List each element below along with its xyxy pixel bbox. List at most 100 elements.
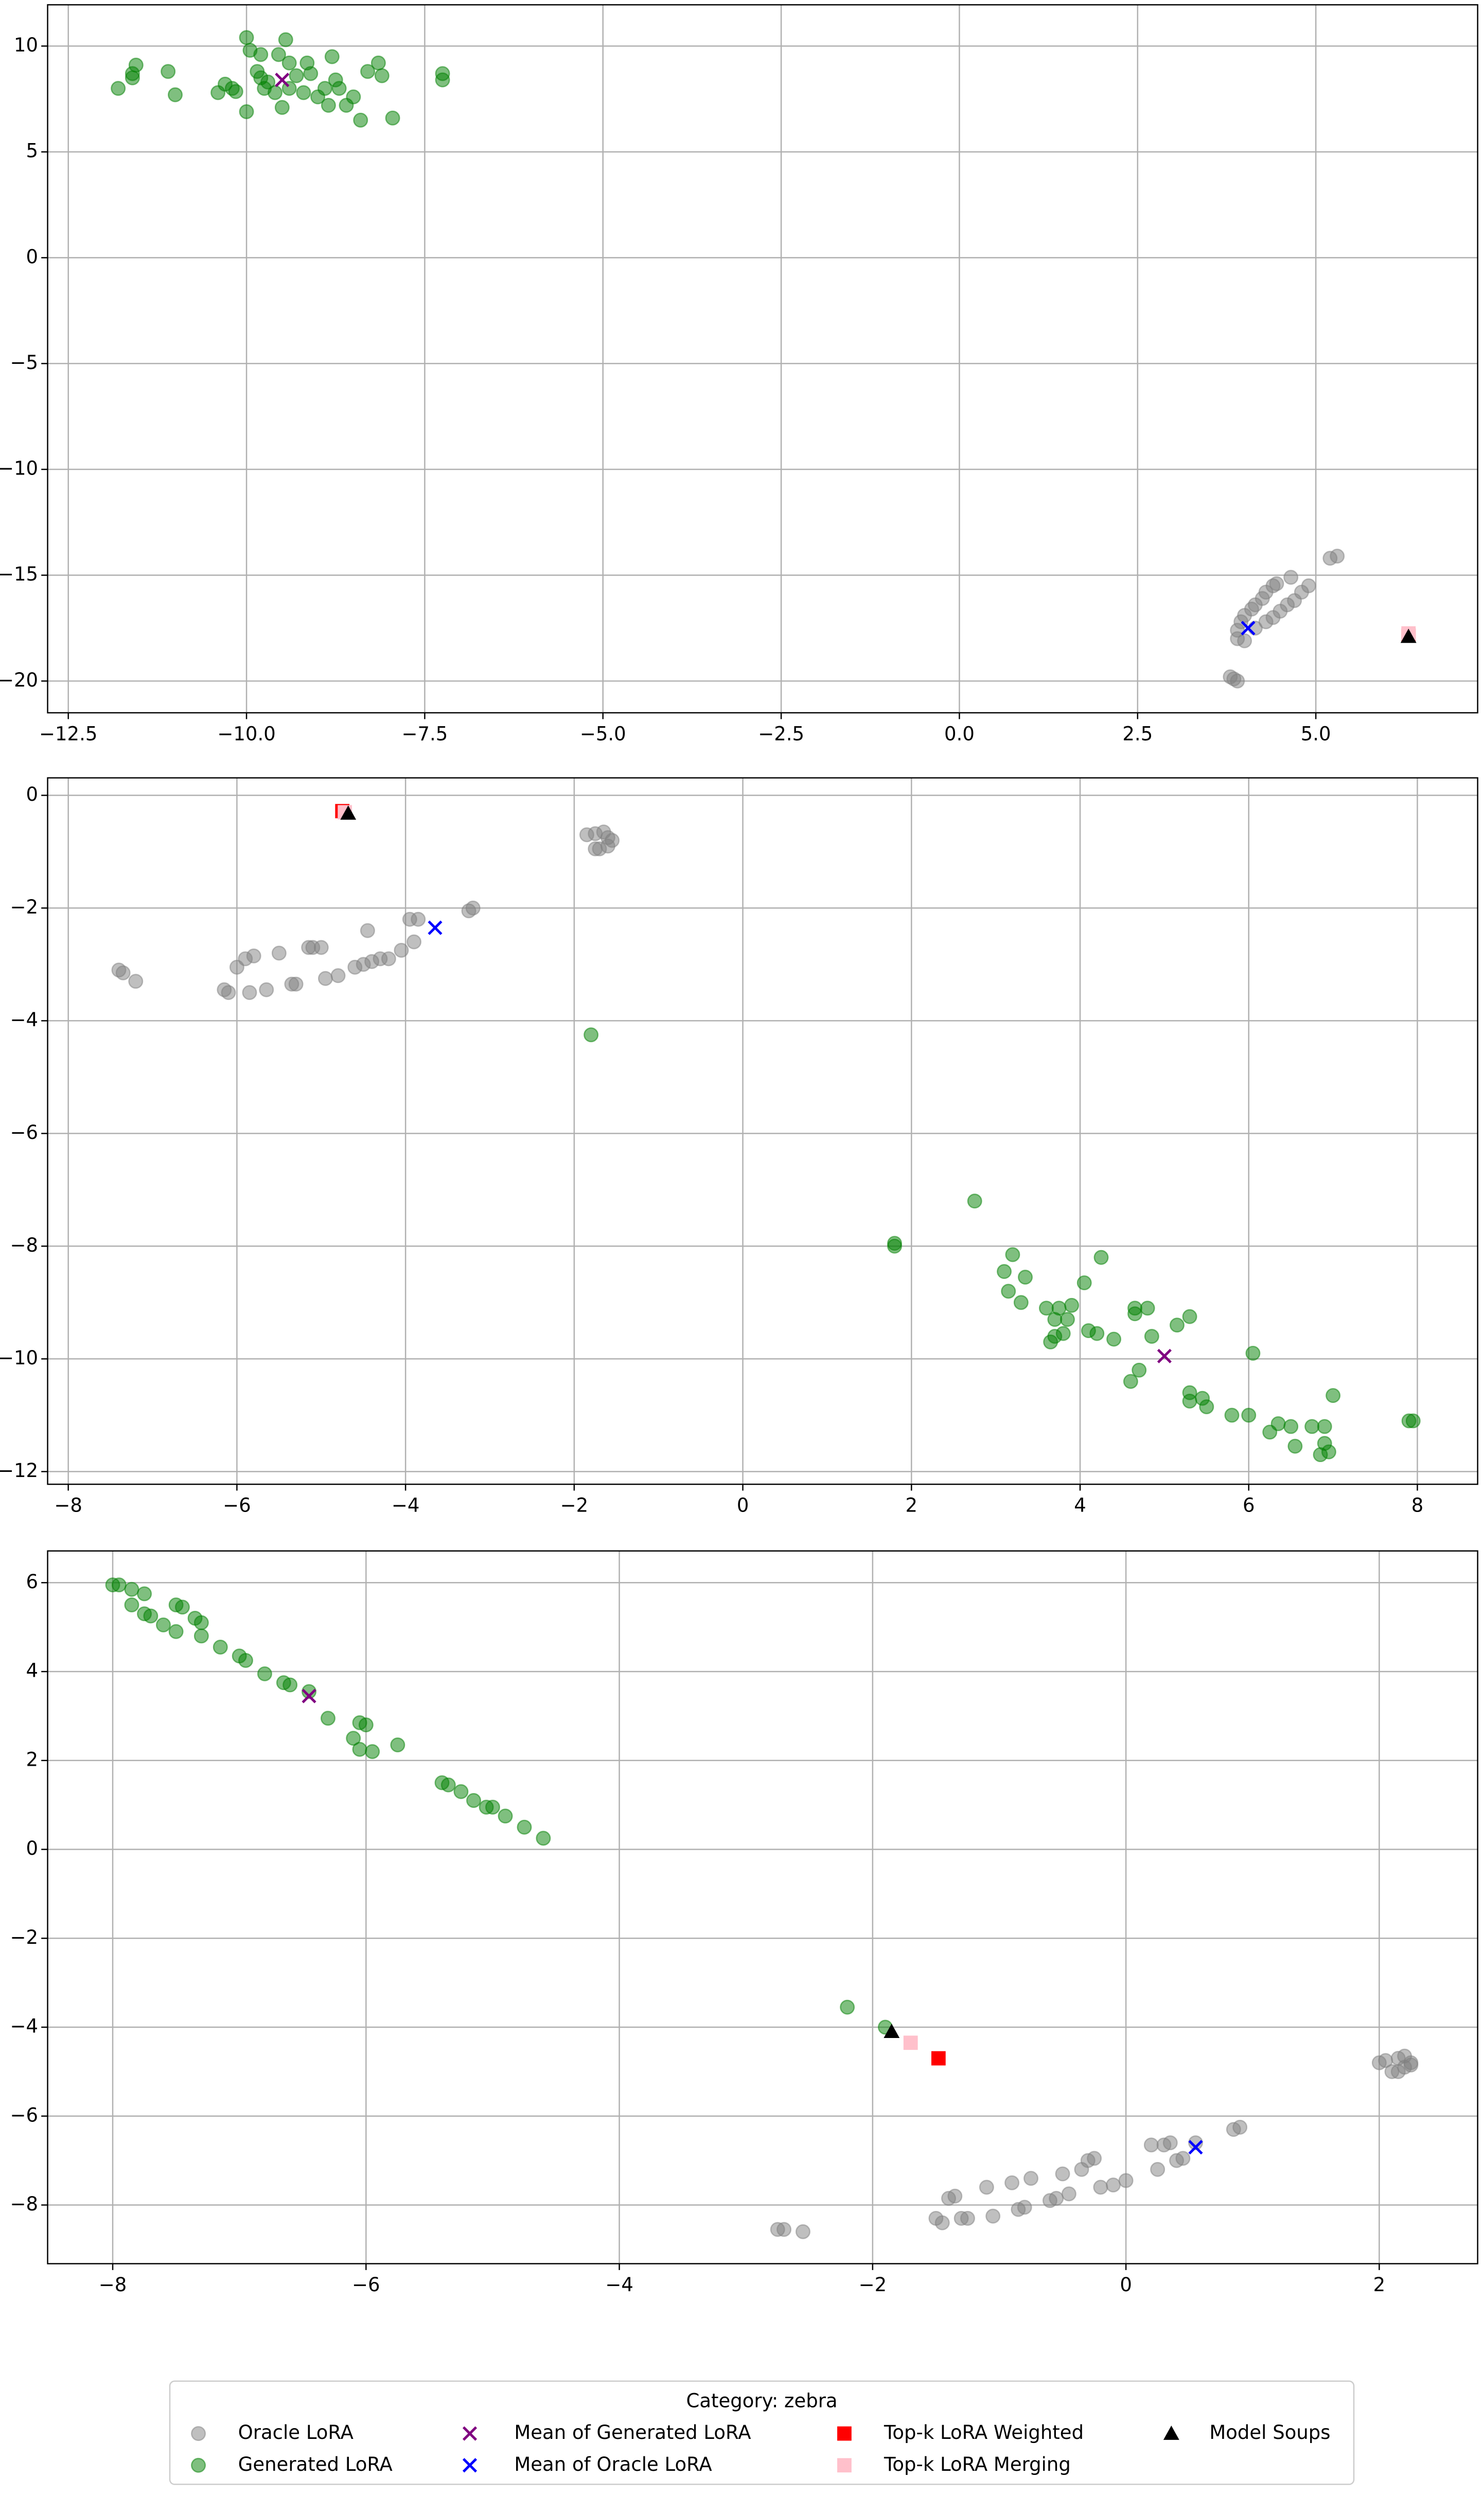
data-point bbox=[281, 55, 297, 71]
data-point bbox=[1055, 1326, 1071, 1341]
x-tick-label: −7.5 bbox=[401, 723, 448, 745]
legend-label: Top-k LoRA Weighted bbox=[884, 2421, 1084, 2444]
data-point bbox=[370, 55, 386, 71]
legend-title: Category: zebra bbox=[686, 2389, 838, 2412]
data-point bbox=[239, 30, 254, 45]
x-tick-label: 2.5 bbox=[1122, 723, 1153, 745]
data-point bbox=[1287, 1438, 1303, 1454]
data-point bbox=[884, 2024, 900, 2038]
data-point bbox=[296, 85, 311, 100]
legend-marker bbox=[837, 2458, 852, 2473]
data-point bbox=[257, 1666, 272, 1681]
data-point bbox=[374, 68, 390, 83]
data-point bbox=[278, 32, 293, 47]
data-point bbox=[302, 1684, 317, 1699]
data-point bbox=[1188, 2140, 1203, 2155]
data-point bbox=[1018, 1270, 1033, 1285]
data-point bbox=[440, 1777, 456, 1793]
data-point bbox=[588, 841, 603, 856]
data-point bbox=[1182, 1309, 1197, 1324]
data-point bbox=[1188, 2135, 1204, 2151]
data-point bbox=[193, 1615, 209, 1630]
data-point bbox=[302, 1689, 316, 1703]
data-point bbox=[168, 87, 183, 102]
data-point bbox=[1093, 2180, 1108, 2195]
data-point bbox=[128, 974, 144, 989]
legend-label: Model Soups bbox=[1209, 2421, 1330, 2444]
y-tick-label: −10 bbox=[0, 458, 38, 480]
legend-label: Mean of Generated LoRA bbox=[514, 2421, 751, 2444]
data-point bbox=[1400, 628, 1417, 643]
data-point bbox=[840, 1999, 855, 2015]
y-tick-label: 4 bbox=[26, 1660, 38, 1682]
x-tick-label: 4 bbox=[1074, 1495, 1086, 1517]
data-point bbox=[1270, 1416, 1286, 1431]
data-point bbox=[1043, 1334, 1058, 1350]
x-tick-label: −2 bbox=[859, 2274, 887, 2296]
data-point bbox=[485, 1799, 500, 1815]
x-tick-label: −2.5 bbox=[758, 723, 804, 745]
data-point bbox=[1317, 1419, 1332, 1434]
data-point bbox=[352, 1742, 367, 1757]
data-point bbox=[168, 1624, 184, 1639]
data-point bbox=[1283, 570, 1299, 585]
x-tick-label: −2 bbox=[560, 1495, 589, 1517]
data-point bbox=[1001, 1284, 1016, 1299]
legend-label: Mean of Oracle LoRA bbox=[514, 2453, 712, 2475]
x-tick-label: 2 bbox=[906, 1495, 918, 1517]
data-point bbox=[313, 940, 329, 955]
data-point bbox=[288, 976, 304, 992]
data-point bbox=[124, 1582, 139, 1597]
data-point bbox=[317, 971, 333, 986]
data-point bbox=[1150, 2162, 1165, 2177]
data-point bbox=[498, 1808, 513, 1824]
data-point bbox=[228, 84, 243, 99]
data-point bbox=[947, 2188, 963, 2204]
legend-marker bbox=[191, 2426, 206, 2441]
x-tick-label: 0 bbox=[1120, 2274, 1132, 2296]
data-point bbox=[320, 1711, 335, 1726]
data-point bbox=[360, 923, 375, 938]
y-tick-label: 0 bbox=[26, 1837, 38, 1859]
x-tick-label: −8 bbox=[54, 1495, 82, 1517]
y-tick-label: 6 bbox=[26, 1571, 38, 1593]
data-point bbox=[1055, 2166, 1070, 2182]
data-point bbox=[213, 1640, 228, 1655]
data-point bbox=[1175, 2151, 1191, 2166]
y-tick-label: −4 bbox=[10, 1009, 38, 1031]
data-point bbox=[274, 100, 290, 115]
x-tick-label: 2 bbox=[1373, 2274, 1386, 2296]
data-point bbox=[394, 943, 409, 958]
data-point bbox=[340, 805, 357, 820]
data-point bbox=[1132, 1362, 1147, 1378]
data-point bbox=[466, 1793, 482, 1808]
legend-marker bbox=[191, 2457, 206, 2473]
data-point bbox=[1089, 1326, 1105, 1341]
data-point bbox=[271, 47, 286, 62]
data-point bbox=[143, 1608, 158, 1624]
legend-marker bbox=[837, 2426, 852, 2441]
x-tick-label: 0.0 bbox=[944, 723, 975, 745]
data-point bbox=[887, 1238, 903, 1254]
data-point bbox=[161, 64, 176, 79]
data-point bbox=[1106, 2177, 1121, 2193]
data-point bbox=[324, 49, 340, 64]
data-point bbox=[156, 1617, 171, 1632]
data-point bbox=[1304, 1419, 1320, 1434]
data-point bbox=[260, 74, 276, 90]
y-tick-label: −6 bbox=[10, 2104, 38, 2126]
data-point bbox=[428, 920, 443, 935]
x-tick-label: −12.5 bbox=[39, 723, 97, 745]
data-point bbox=[453, 1784, 469, 1799]
x-tick-label: −4 bbox=[605, 2274, 633, 2296]
y-tick-label: 10 bbox=[14, 34, 38, 56]
data-point bbox=[358, 1717, 374, 1733]
data-point bbox=[1049, 2191, 1064, 2206]
data-point bbox=[111, 81, 126, 96]
data-point bbox=[253, 47, 269, 62]
data-point bbox=[346, 89, 361, 104]
y-tick-label: −10 bbox=[0, 1347, 38, 1369]
data-point bbox=[1017, 2200, 1032, 2215]
